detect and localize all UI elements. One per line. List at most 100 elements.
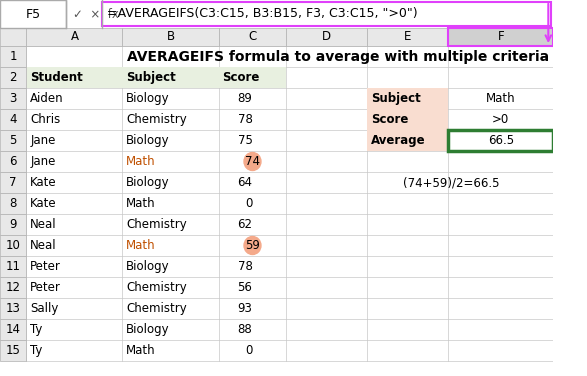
Text: 59: 59 bbox=[245, 239, 260, 252]
Text: Peter: Peter bbox=[30, 260, 61, 273]
Text: Score: Score bbox=[222, 71, 259, 84]
Bar bbox=[0, 340, 26, 361]
Bar bbox=[0, 256, 26, 277]
Text: Math: Math bbox=[126, 197, 156, 210]
Text: Chemistry: Chemistry bbox=[126, 113, 187, 126]
Text: Ty: Ty bbox=[30, 344, 42, 357]
Text: AVERAGEIFS formula to average with multiple criteria: AVERAGEIFS formula to average with multi… bbox=[127, 50, 549, 64]
Text: 13: 13 bbox=[6, 302, 21, 315]
Bar bbox=[0, 130, 26, 151]
Text: Math: Math bbox=[126, 155, 156, 168]
Text: 78: 78 bbox=[238, 113, 252, 126]
Text: 1: 1 bbox=[9, 50, 17, 63]
Bar bbox=[26, 28, 123, 46]
Text: Chemistry: Chemistry bbox=[126, 281, 187, 294]
Text: F: F bbox=[497, 30, 504, 44]
Text: Score: Score bbox=[371, 113, 409, 126]
Text: 3: 3 bbox=[9, 92, 17, 105]
Text: Aiden: Aiden bbox=[30, 92, 64, 105]
Text: Biology: Biology bbox=[126, 323, 170, 336]
Text: 10: 10 bbox=[6, 239, 21, 252]
Text: Neal: Neal bbox=[30, 239, 57, 252]
Text: =AVERAGEIFS(C3:C15, B3:B15, F3, C3:C15, ">0"): =AVERAGEIFS(C3:C15, B3:B15, F3, C3:C15, … bbox=[107, 8, 418, 21]
Text: 11: 11 bbox=[6, 260, 21, 273]
Bar bbox=[0, 0, 66, 28]
Text: Biology: Biology bbox=[126, 92, 170, 105]
Text: 7: 7 bbox=[9, 176, 17, 189]
Bar bbox=[0, 46, 26, 67]
Text: 15: 15 bbox=[6, 344, 21, 357]
Text: 75: 75 bbox=[238, 134, 252, 147]
Bar bbox=[0, 298, 26, 319]
Text: Math: Math bbox=[126, 239, 156, 252]
Text: 62: 62 bbox=[238, 218, 252, 231]
Bar bbox=[367, 88, 448, 151]
Text: 12: 12 bbox=[6, 281, 21, 294]
Text: Subject: Subject bbox=[126, 71, 176, 84]
Bar bbox=[0, 88, 26, 109]
Text: Ty: Ty bbox=[30, 323, 42, 336]
Bar bbox=[448, 28, 553, 46]
Bar bbox=[0, 67, 26, 88]
Bar bbox=[0, 109, 26, 130]
Text: 14: 14 bbox=[6, 323, 21, 336]
Bar bbox=[286, 28, 367, 46]
Text: Kate: Kate bbox=[30, 197, 57, 210]
Text: B: B bbox=[167, 30, 174, 44]
Text: 89: 89 bbox=[238, 92, 252, 105]
Text: D: D bbox=[322, 30, 332, 44]
Text: Math: Math bbox=[126, 344, 156, 357]
Text: 0: 0 bbox=[245, 197, 252, 210]
Text: 4: 4 bbox=[9, 113, 17, 126]
Text: Average: Average bbox=[371, 134, 426, 147]
Bar bbox=[0, 28, 26, 46]
Text: 5: 5 bbox=[9, 134, 17, 147]
Text: Subject: Subject bbox=[371, 92, 421, 105]
Text: 2: 2 bbox=[9, 71, 17, 84]
Text: Peter: Peter bbox=[30, 281, 61, 294]
Text: Sally: Sally bbox=[30, 302, 59, 315]
Text: Chris: Chris bbox=[30, 113, 60, 126]
Text: A: A bbox=[70, 30, 79, 44]
Text: Chemistry: Chemistry bbox=[126, 302, 187, 315]
Text: C: C bbox=[248, 30, 257, 44]
Bar bbox=[0, 319, 26, 340]
Text: 8: 8 bbox=[9, 197, 17, 210]
Text: F5: F5 bbox=[25, 8, 41, 21]
Text: 0: 0 bbox=[245, 344, 252, 357]
Text: Neal: Neal bbox=[30, 218, 57, 231]
Text: >0: >0 bbox=[492, 113, 510, 126]
Text: E: E bbox=[404, 30, 411, 44]
Text: Biology: Biology bbox=[126, 260, 170, 273]
Bar bbox=[123, 28, 218, 46]
Text: 64: 64 bbox=[238, 176, 252, 189]
Text: (74+59)/2=66.5: (74+59)/2=66.5 bbox=[403, 176, 499, 189]
Text: ✓  ×  fx: ✓ × fx bbox=[73, 8, 119, 21]
Text: Math: Math bbox=[486, 92, 515, 105]
Text: Biology: Biology bbox=[126, 176, 170, 189]
Text: 88: 88 bbox=[238, 323, 252, 336]
Circle shape bbox=[244, 153, 261, 170]
Text: 56: 56 bbox=[238, 281, 252, 294]
Text: Chemistry: Chemistry bbox=[126, 218, 187, 231]
Text: F: F bbox=[497, 30, 504, 44]
Bar bbox=[218, 28, 286, 46]
Text: Jane: Jane bbox=[30, 155, 56, 168]
Text: 74: 74 bbox=[245, 155, 260, 168]
Text: 66.5: 66.5 bbox=[488, 134, 514, 147]
Bar bbox=[367, 28, 448, 46]
Bar bbox=[0, 214, 26, 235]
Bar bbox=[448, 130, 553, 151]
Bar bbox=[448, 28, 553, 46]
Text: 9: 9 bbox=[9, 218, 17, 231]
Bar bbox=[0, 193, 26, 214]
Bar bbox=[26, 67, 286, 88]
Text: Biology: Biology bbox=[126, 134, 170, 147]
Text: Student: Student bbox=[30, 71, 83, 84]
Text: 6: 6 bbox=[9, 155, 17, 168]
Bar bbox=[102, 2, 551, 26]
Bar bbox=[0, 235, 26, 256]
Text: 93: 93 bbox=[238, 302, 252, 315]
Bar bbox=[0, 172, 26, 193]
Bar bbox=[0, 277, 26, 298]
